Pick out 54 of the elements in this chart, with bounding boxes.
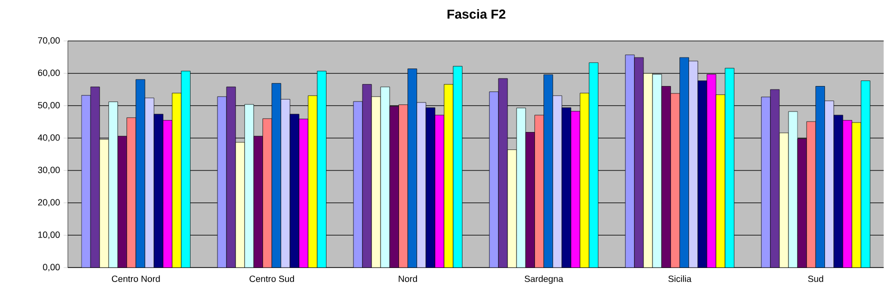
x-tick-label: Centro Nord xyxy=(112,276,160,282)
bar xyxy=(680,57,689,268)
bar xyxy=(507,150,517,268)
bar xyxy=(298,119,308,268)
bar xyxy=(235,142,245,268)
chart-title: Fascia F2 xyxy=(448,9,506,19)
y-tick-label: 70,00 xyxy=(38,37,60,45)
bar xyxy=(262,118,272,268)
bar xyxy=(118,136,128,268)
bar xyxy=(580,93,590,268)
bar xyxy=(534,115,544,268)
bar xyxy=(416,102,426,268)
bar xyxy=(99,139,109,268)
bar xyxy=(244,104,254,268)
x-tick-label: Centro Sud xyxy=(250,276,294,282)
bar xyxy=(280,99,290,268)
y-tick-label: 30,00 xyxy=(38,166,60,174)
bar xyxy=(126,118,136,268)
bar xyxy=(806,122,816,268)
bar xyxy=(136,79,146,268)
bar xyxy=(525,132,535,268)
bar xyxy=(552,96,562,268)
bar xyxy=(815,86,825,268)
bar xyxy=(108,102,118,268)
bar xyxy=(389,106,399,268)
bar xyxy=(371,96,381,268)
y-tick-label: 40,00 xyxy=(38,134,60,142)
y-tick-label: 0,00 xyxy=(42,264,60,272)
x-tick-label: Sud xyxy=(808,276,824,282)
bar xyxy=(398,104,408,268)
bar xyxy=(254,136,263,268)
bar xyxy=(308,96,318,268)
y-tick-label: 50,00 xyxy=(38,102,60,110)
x-tick-label: Nord xyxy=(398,276,417,282)
bar xyxy=(824,100,834,268)
bar xyxy=(172,93,182,268)
bar xyxy=(162,120,172,268)
bar xyxy=(516,108,526,268)
x-tick-label: Sardegna xyxy=(524,276,564,284)
bar xyxy=(272,83,282,268)
bar xyxy=(652,74,662,268)
y-tick-label: 10,00 xyxy=(38,232,60,240)
bar xyxy=(661,86,671,268)
x-tick-label: Sicilia xyxy=(668,276,692,282)
bar xyxy=(544,74,554,268)
bar xyxy=(408,68,418,268)
bar xyxy=(444,84,454,268)
bar xyxy=(842,120,852,268)
bar xyxy=(670,93,680,268)
y-tick-label: 20,00 xyxy=(38,199,60,207)
bar xyxy=(797,138,807,268)
y-tick-label: 60,00 xyxy=(38,70,60,78)
bar xyxy=(380,86,390,268)
bar xyxy=(688,61,698,268)
